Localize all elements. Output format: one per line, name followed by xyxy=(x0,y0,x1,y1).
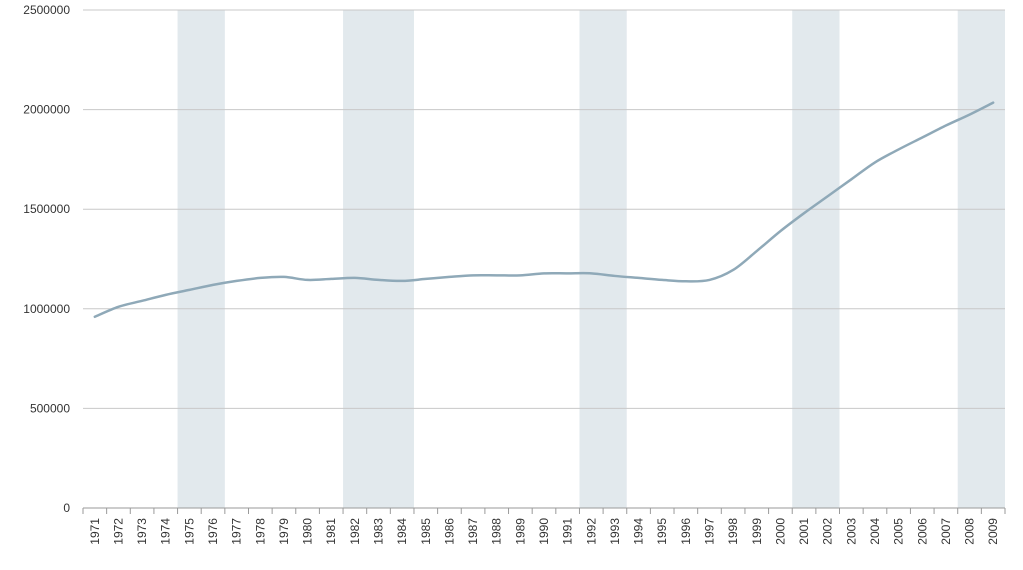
x-tick-label: 1999 xyxy=(750,518,764,545)
x-tick-label: 1986 xyxy=(442,518,456,545)
x-tick-label: 2006 xyxy=(915,518,929,545)
shaded-band-2008-2009 xyxy=(958,10,1005,508)
x-tick-label: 2005 xyxy=(892,518,906,545)
x-axis xyxy=(83,508,1005,514)
y-tick-label: 1500000 xyxy=(23,202,70,216)
x-tick-label: 1988 xyxy=(490,518,504,545)
x-tick-label: 1983 xyxy=(372,518,386,545)
x-tick-label: 2000 xyxy=(773,518,787,545)
x-tick-label: 1973 xyxy=(135,518,149,545)
x-tick-label: 1987 xyxy=(466,518,480,545)
x-tick-label: 1984 xyxy=(395,518,409,545)
x-tick-label: 1993 xyxy=(608,518,622,545)
x-tick-label: 1998 xyxy=(726,518,740,545)
x-tick-label: 2007 xyxy=(939,518,953,545)
y-tick-label: 2500000 xyxy=(23,3,70,17)
shaded-bands xyxy=(178,10,1005,508)
x-tick-label: 1994 xyxy=(632,518,646,545)
x-tick-label: 2002 xyxy=(821,518,835,545)
x-tick-label: 2001 xyxy=(797,518,811,545)
shaded-band-1975-1976 xyxy=(178,10,225,508)
x-tick-label: 1976 xyxy=(206,518,220,545)
x-tick-label: 1982 xyxy=(348,518,362,545)
x-tick-label: 1989 xyxy=(513,518,527,545)
x-tick-label: 1981 xyxy=(324,518,338,545)
x-tick-label: 1977 xyxy=(230,518,244,545)
y-axis-tick-labels: 0 500000 1000000 1500000 2000000 2500000 xyxy=(23,3,70,515)
shaded-band-1992-1993 xyxy=(579,10,626,508)
x-tick-label: 1980 xyxy=(301,518,315,545)
shaded-band-2001-2002 xyxy=(792,10,839,508)
x-tick-label: 1990 xyxy=(537,518,551,545)
x-tick-label: 1997 xyxy=(702,518,716,545)
x-tick-label: 1975 xyxy=(182,518,196,545)
x-tick-label: 2009 xyxy=(986,518,1000,545)
x-tick-label: 1979 xyxy=(277,518,291,545)
x-tick-label: 1985 xyxy=(419,518,433,545)
x-tick-label: 2008 xyxy=(963,518,977,545)
x-tick-label: 1972 xyxy=(111,518,125,545)
x-tick-label: 2004 xyxy=(868,518,882,545)
y-tick-label: 0 xyxy=(63,501,70,515)
y-tick-label: 1000000 xyxy=(23,302,70,316)
x-tick-label: 1978 xyxy=(253,518,267,545)
x-tick-label: 1992 xyxy=(584,518,598,545)
x-tick-label: 1996 xyxy=(679,518,693,545)
x-axis-tick-labels: 1971 1972 1973 1974 1975 1976 1977 1978 1979 1980… xyxy=(88,518,1000,545)
shaded-band-1982-1984 xyxy=(343,10,414,508)
x-tick-label: 2003 xyxy=(844,518,858,545)
x-tick-label: 1991 xyxy=(561,518,575,545)
y-tick-label: 2000000 xyxy=(23,103,70,117)
x-tick-label: 1995 xyxy=(655,518,669,545)
x-tick-label: 1971 xyxy=(88,518,102,545)
x-tick-label: 1974 xyxy=(159,518,173,545)
y-tick-label: 500000 xyxy=(30,401,70,415)
